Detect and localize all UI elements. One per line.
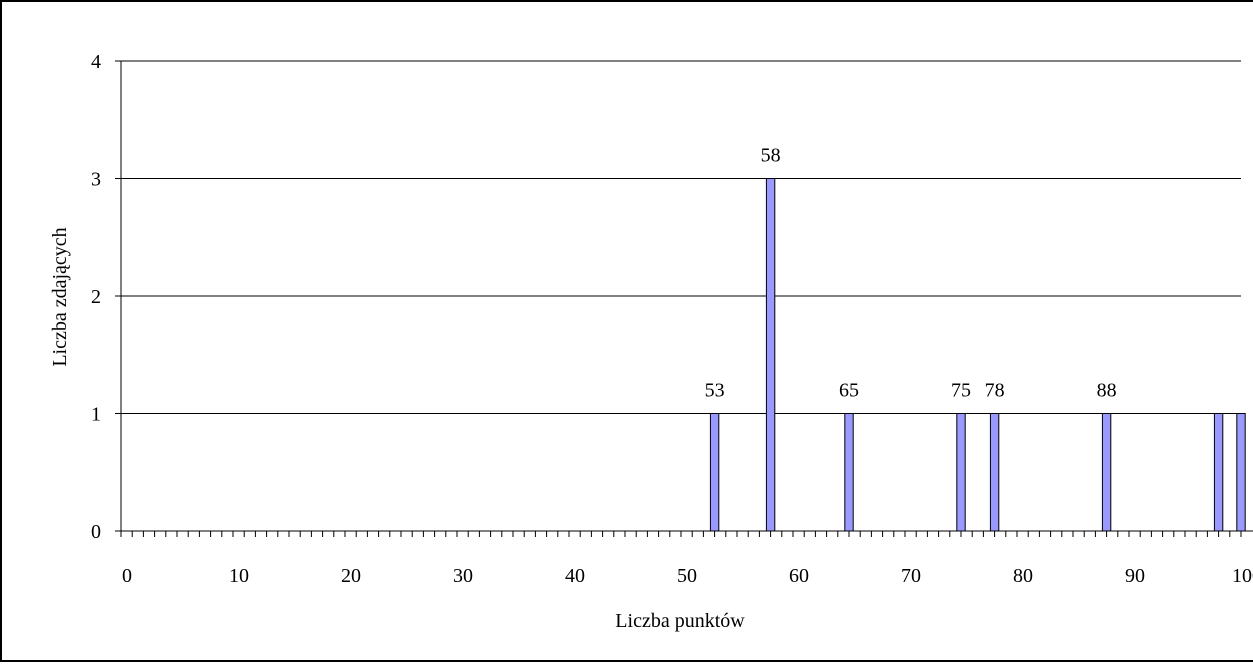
bar-98 — [1213, 413, 1224, 532]
axes — [115, 60, 1253, 537]
x-tick-label: 60 — [789, 565, 809, 587]
y-tick-label: 0 — [91, 521, 101, 543]
x-tick-label: 100 — [1232, 565, 1253, 587]
y-tick-label: 2 — [91, 286, 101, 308]
x-tick-label: 90 — [1125, 565, 1145, 587]
data-label: 78 — [985, 380, 1005, 402]
bar-88 — [1101, 413, 1112, 532]
x-tick-label: 10 — [229, 565, 249, 587]
data-label: 88 — [1097, 380, 1117, 402]
x-tick-label: 70 — [901, 565, 921, 587]
x-tick-label: 0 — [122, 565, 132, 587]
y-tick-label: 1 — [91, 404, 101, 426]
data-label: 58 — [761, 145, 781, 167]
data-label: 75 — [951, 380, 971, 402]
bar-100 — [1236, 413, 1246, 532]
x-axis-title: Liczba punktów — [615, 610, 745, 632]
tick-labels: 012340102030405060708090100 — [91, 51, 1253, 587]
y-tick-label: 4 — [91, 51, 101, 73]
data-label: 53 — [705, 380, 725, 402]
bar-58 — [765, 178, 776, 532]
bar-78 — [989, 413, 1000, 532]
bar-53 — [709, 413, 720, 532]
x-tick-label: 30 — [453, 565, 473, 587]
x-tick-label: 40 — [565, 565, 585, 587]
x-tick-label: 80 — [1013, 565, 1033, 587]
x-tick-label: 20 — [341, 565, 361, 587]
x-tick-label: 50 — [677, 565, 697, 587]
bar-65 — [844, 413, 854, 532]
gridlines — [121, 60, 1241, 414]
y-tick-label: 3 — [91, 169, 101, 191]
bar-75 — [956, 413, 966, 532]
data-label: 65 — [839, 380, 859, 402]
data-labels: 53 58 65 75 78 88 — [705, 145, 1117, 402]
y-axis-title: Liczba zdających — [49, 227, 71, 366]
